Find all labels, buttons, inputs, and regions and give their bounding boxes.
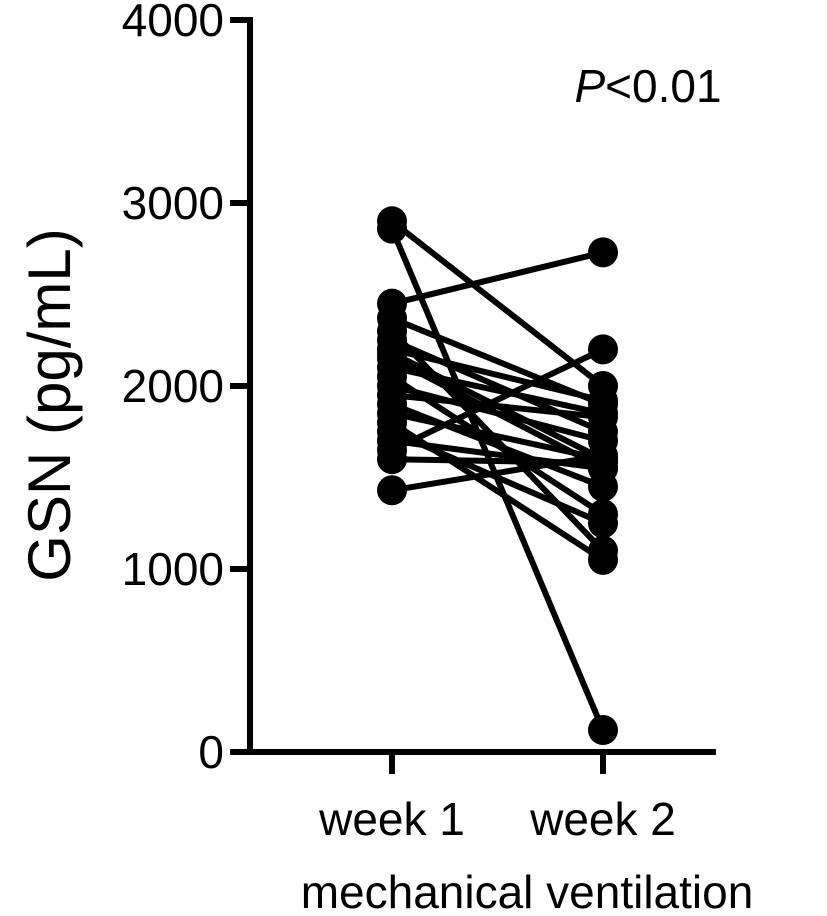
data-point [588,402,618,433]
subject-line [390,346,605,453]
y-tick-label: 3000 [122,177,224,229]
data-point [588,508,618,539]
subject-line [391,249,604,307]
data-point [377,213,407,244]
series-points [377,206,618,746]
y-tick-label: 0 [198,726,224,778]
subject-line [391,452,604,494]
data-point [588,715,618,746]
subject-line [391,392,604,421]
subject-line [391,364,604,417]
data-point [377,444,407,475]
y-axis-title: GSN (pg/mL) [16,228,83,581]
p-value-symbol: P [574,60,605,112]
x-tick-label: week 1 [318,793,465,845]
y-tick-label: 2000 [122,360,224,412]
p-value-annotation: P<0.01 [574,60,721,112]
x-axis-title: mechanical ventilation [301,866,754,916]
data-point [588,440,618,471]
p-value-threshold: <0.01 [605,60,721,112]
subject-line [390,218,605,389]
data-point [588,237,618,268]
y-tick-label: 4000 [122,0,224,46]
subject-line [391,410,604,463]
axes: 0 1000 2000 3000 4000 week 1 week 2 [122,0,716,845]
data-point [588,544,618,575]
y-tick-label: 1000 [122,543,224,595]
subject-line [391,383,604,444]
x-tick-label: week 2 [529,793,676,845]
subject-line [391,346,604,404]
series-lines [389,218,606,732]
data-point [588,334,618,365]
data-point [377,475,407,506]
